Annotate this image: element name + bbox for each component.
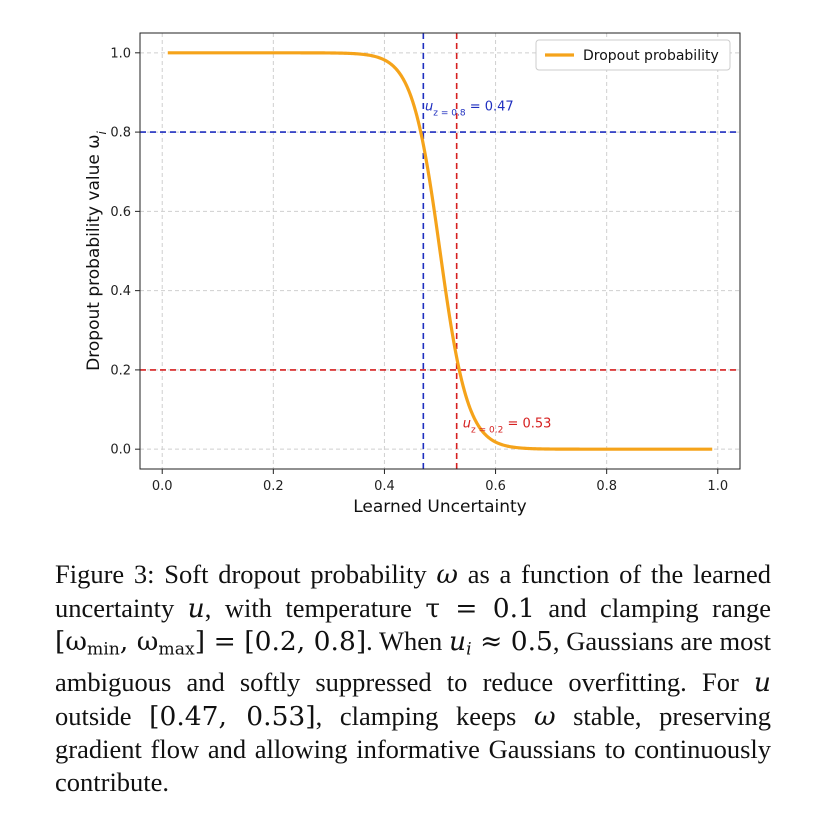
x-tick-label: 0.2: [263, 479, 284, 494]
chart-svg: 0.0 0.2 0.4 0.6 0.8 1.0 0.0 0.2 0.4 0.6 0.8 1.0 uz …: [84, 32, 741, 517]
caption-math-ui: ui ≈ 0.5: [448, 626, 553, 660]
y-tick-label: 0.6: [110, 205, 131, 220]
dropout-probability-curve: [167, 51, 713, 451]
caption-math-tau: τ = 0.1: [425, 592, 535, 624]
caption-math-range: [ωmin, ωmax] = [0.2, 0.8]: [55, 626, 367, 660]
caption-label: Figure 3:: [55, 559, 155, 589]
series-layer: [167, 51, 713, 451]
caption-text: , with temperature: [204, 592, 426, 623]
caption-text: stable, preserving gradient flow and all…: [55, 700, 771, 797]
caption-text: , clamping keeps: [315, 700, 534, 731]
legend-entry: Dropout probability: [583, 48, 719, 64]
x-tick-label: 1.0: [707, 479, 728, 494]
figure-3-chart: 0.0 0.2 0.4 0.6 0.8 1.0 0.0 0.2 0.4 0.6 0.8 1.0 uz …: [84, 32, 741, 517]
legend: Dropout probability: [535, 39, 731, 71]
y-tick-label: 0.2: [110, 363, 131, 378]
caption-text: . When: [366, 626, 449, 657]
ticks: 0.0 0.2 0.4 0.6 0.8 1.0 0.0 0.2 0.4 0.6 0.8 1.0: [110, 46, 728, 494]
caption-text: outside: [55, 700, 150, 731]
y-tick-label: 0.8: [110, 126, 131, 141]
caption-text: Soft dropout probability: [154, 559, 437, 589]
y-axis-label: Dropout probability value ωi: [84, 131, 109, 371]
x-axis-label: Learned Uncertainty: [353, 497, 527, 517]
y-tick-label: 0.0: [110, 443, 131, 458]
legend-box: [535, 39, 731, 71]
x-tick-label: 0.6: [485, 479, 506, 494]
threshold-annotation: uz = 0.8 = 0.47: [425, 99, 514, 118]
reference-lines: [140, 33, 740, 469]
x-tick-label: 0.4: [374, 479, 395, 494]
caption-text: as a function of the learned uncertainty: [55, 559, 771, 623]
y-axis-label-subscript: i: [95, 131, 109, 135]
caption-math-omega: ω: [436, 559, 458, 590]
caption-math-u: u: [187, 592, 205, 624]
caption-math-interval: [0.47, 0.53]: [149, 700, 316, 732]
x-tick-label: 0.8: [596, 479, 617, 494]
figure-caption: Figure 3: Soft dropout probability ω as …: [55, 558, 771, 798]
annotations: uz = 0.8 = 0.47 uz = 0.2 = 0.53: [425, 99, 551, 435]
x-tick-label: 0.0: [152, 479, 173, 494]
caption-math-u: u: [753, 667, 771, 699]
caption-text: and clamping range: [534, 592, 771, 623]
caption-text: , Gaussians are most ambiguous and softl…: [55, 626, 771, 698]
plot-frame: [139, 32, 741, 470]
threshold-annotation: uz = 0.2 = 0.53: [463, 416, 552, 435]
caption-math-omega: ω: [533, 700, 556, 732]
y-tick-label: 1.0: [110, 46, 131, 61]
y-tick-label: 0.4: [110, 284, 131, 299]
